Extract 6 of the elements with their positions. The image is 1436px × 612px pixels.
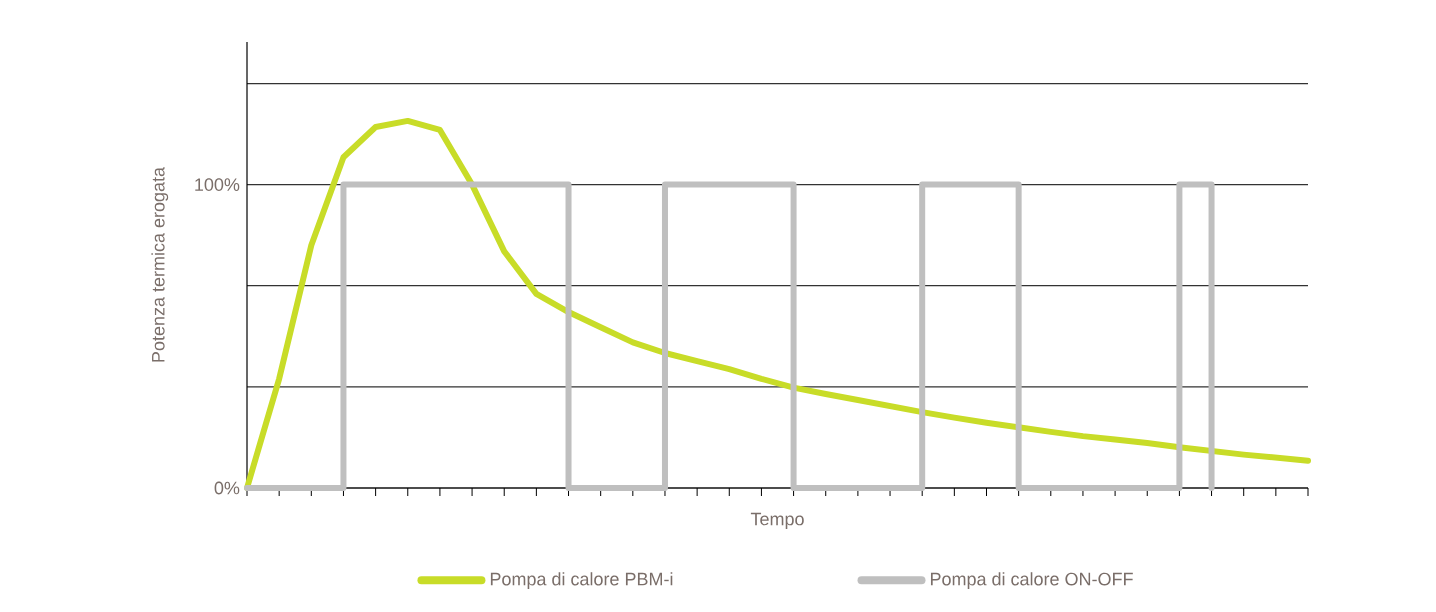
y-tick-label: 0% [214,481,240,495]
x-axis-title: Tempo [750,512,804,529]
legend-label: Pompa di calore PBM-i [490,572,673,589]
y-tick-label: 100% [195,178,240,191]
legend-label: Pompa di calore ON-OFF [930,572,1133,589]
y-axis-title: Potenza termica erogata [151,166,169,362]
